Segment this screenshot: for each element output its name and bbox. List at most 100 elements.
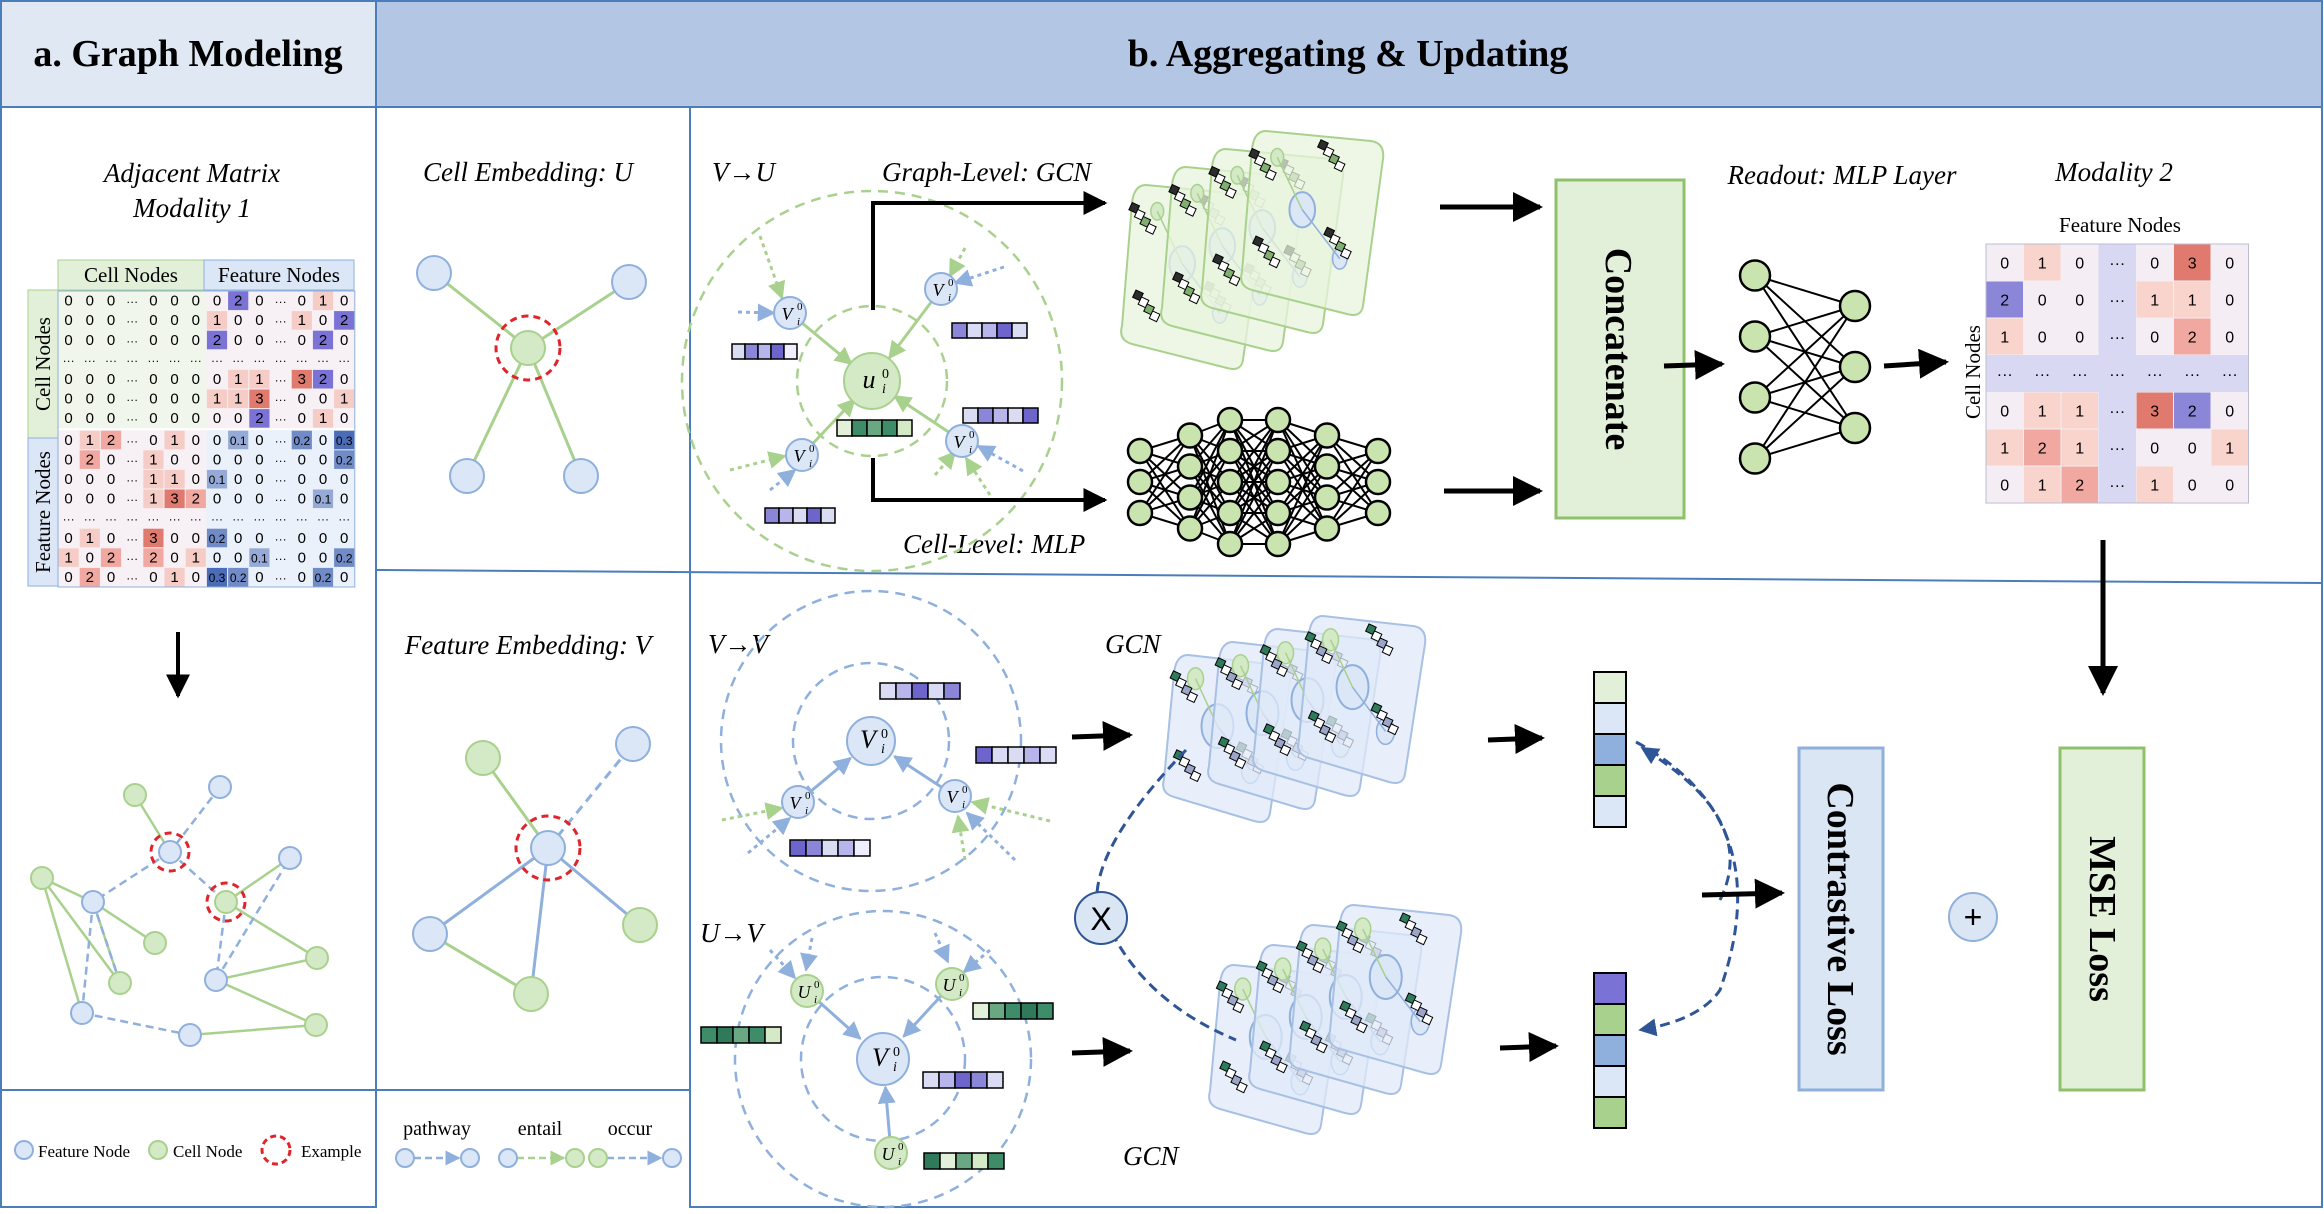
matrix-cell-value: 0 bbox=[319, 530, 327, 547]
incoming-edge bbox=[951, 814, 970, 861]
matrix-cell-value: 0 bbox=[170, 312, 178, 329]
net-neuron bbox=[1264, 437, 1292, 465]
node-sub: i bbox=[948, 292, 951, 304]
matrix-cell-fill bbox=[143, 450, 164, 469]
m2-cell-value: 3 bbox=[2150, 404, 2159, 421]
output-vector-cell bbox=[1593, 764, 1627, 797]
cell-node bbox=[935, 967, 969, 1001]
matrix-cell-value: 0 bbox=[234, 312, 242, 329]
matrix-cell-value: 0 bbox=[170, 391, 178, 408]
m2-cell-value: 1 bbox=[2000, 441, 2009, 458]
legend-occur: occur bbox=[608, 1118, 653, 1140]
matrix-cell-value: 0 bbox=[64, 432, 72, 449]
gcn-mini-vector bbox=[1276, 665, 1289, 678]
cell-vector bbox=[1020, 1002, 1038, 1020]
matrix-cell-fill bbox=[312, 409, 334, 428]
matrix-col-header-feature: Feature Nodes bbox=[218, 263, 340, 287]
matrix-cell-value: 0 bbox=[107, 451, 115, 468]
feature-vector bbox=[981, 322, 998, 339]
cell-edge bbox=[215, 978, 317, 1027]
node-sub: i bbox=[898, 1156, 901, 1168]
cell-edge bbox=[40, 877, 84, 1014]
feature-vector bbox=[1007, 407, 1024, 424]
cell-node bbox=[790, 974, 824, 1008]
header-right-title: b. Aggregating & Updating bbox=[1128, 33, 1569, 75]
matrix-cell-value: 0 bbox=[86, 332, 94, 349]
matrix-cell-value: 0 bbox=[192, 312, 200, 329]
matrix-cell-value: 0 bbox=[107, 569, 115, 586]
matrix-cell-value: ··· bbox=[84, 512, 96, 526]
m2-cell-value: 0 bbox=[2038, 330, 2047, 347]
m2-cell-value: 0 bbox=[2225, 293, 2234, 310]
matrix-cell-fill bbox=[312, 369, 334, 389]
matrix-cell-value: 0 bbox=[192, 451, 200, 468]
feature-node bbox=[785, 438, 819, 472]
u-to-v-embedding-vector bbox=[1593, 972, 1627, 1129]
m2-cell-value: 0 bbox=[2000, 256, 2009, 273]
m2-cell-value: 0 bbox=[2225, 404, 2234, 421]
matrix-cell-value: ··· bbox=[317, 512, 329, 526]
matrix-cell-value: 1 bbox=[234, 371, 242, 388]
incoming-edge bbox=[965, 811, 1017, 862]
node-label: V bbox=[954, 432, 967, 452]
m2-cell-fill bbox=[2024, 244, 2061, 281]
gcn-mini-vector bbox=[1324, 731, 1337, 744]
m2-cell-fill bbox=[2061, 429, 2098, 466]
feature-node bbox=[208, 775, 232, 799]
cell-edge bbox=[481, 757, 550, 849]
modality2-label: Modality 2 bbox=[2054, 157, 2173, 187]
feature-node bbox=[563, 458, 599, 494]
feature-node bbox=[204, 968, 228, 992]
matrix-cell-value: 0 bbox=[340, 569, 348, 586]
gcn-edge bbox=[1329, 639, 1354, 688]
feature-vector bbox=[992, 407, 1009, 424]
feature-vector bbox=[895, 682, 913, 700]
feature-node bbox=[158, 840, 182, 864]
feature-vector bbox=[927, 682, 945, 700]
node-label: V bbox=[782, 304, 795, 324]
matrix-cell-value: 3 bbox=[298, 371, 306, 388]
contrastive-loss-label: Contrastive Loss bbox=[1819, 782, 1861, 1055]
node-sub: i bbox=[969, 444, 972, 456]
matrix-cell-value: ··· bbox=[338, 353, 350, 367]
matrix-cell-value: 0 bbox=[86, 312, 94, 329]
matrix-cell-value: ··· bbox=[84, 353, 96, 367]
node-label: V bbox=[933, 280, 946, 300]
cell-vector bbox=[971, 1152, 989, 1170]
feature-vector bbox=[853, 839, 871, 857]
gcn-mini-vector bbox=[1387, 723, 1400, 736]
feature-vector bbox=[731, 343, 746, 360]
m2-cell-value: 2 bbox=[2188, 330, 2197, 347]
node-label: U bbox=[943, 975, 957, 995]
matrix-cell-fill bbox=[164, 567, 185, 587]
cell-node bbox=[510, 330, 546, 366]
matrix-cell-value: 0 bbox=[255, 432, 263, 449]
matrix-cell-value: 0 bbox=[234, 410, 242, 427]
matrix-cell-value: 0 bbox=[149, 312, 157, 329]
cell-edge bbox=[527, 280, 630, 350]
gcn-mini-vector bbox=[1264, 168, 1277, 181]
multiply-operator bbox=[1074, 891, 1128, 945]
matrix-cell-value: 0.2 bbox=[293, 434, 310, 448]
matrix-cell-value: 0 bbox=[149, 410, 157, 427]
feature-vector bbox=[970, 1071, 988, 1089]
neighborhood-ring bbox=[791, 661, 951, 821]
legend-node bbox=[460, 1148, 480, 1168]
matrix-cell-value: 2 bbox=[107, 549, 115, 566]
feature-vector bbox=[991, 746, 1009, 764]
feature-node bbox=[416, 255, 452, 291]
net-neuron bbox=[1738, 259, 1772, 292]
example-legend-icon bbox=[260, 1134, 292, 1166]
matrix-cell-value: 0.2 bbox=[209, 532, 226, 546]
matrix-cell-fill bbox=[312, 330, 334, 350]
matrix-cell-value: 0 bbox=[255, 530, 263, 547]
matrix-cell-value: 0 bbox=[170, 293, 178, 310]
matrix-cell-value: ··· bbox=[63, 353, 75, 367]
matrix-cell-value: ··· bbox=[338, 512, 350, 526]
m2-cell-value: ··· bbox=[1997, 367, 2013, 384]
m2-cell-fill bbox=[2136, 392, 2173, 429]
matrix-cell-value: 0 bbox=[340, 530, 348, 547]
matrix-cell-value: 0 bbox=[149, 371, 157, 388]
matrix-cell-value: 0 bbox=[213, 491, 221, 508]
matrix-cell-value: ··· bbox=[105, 353, 117, 367]
